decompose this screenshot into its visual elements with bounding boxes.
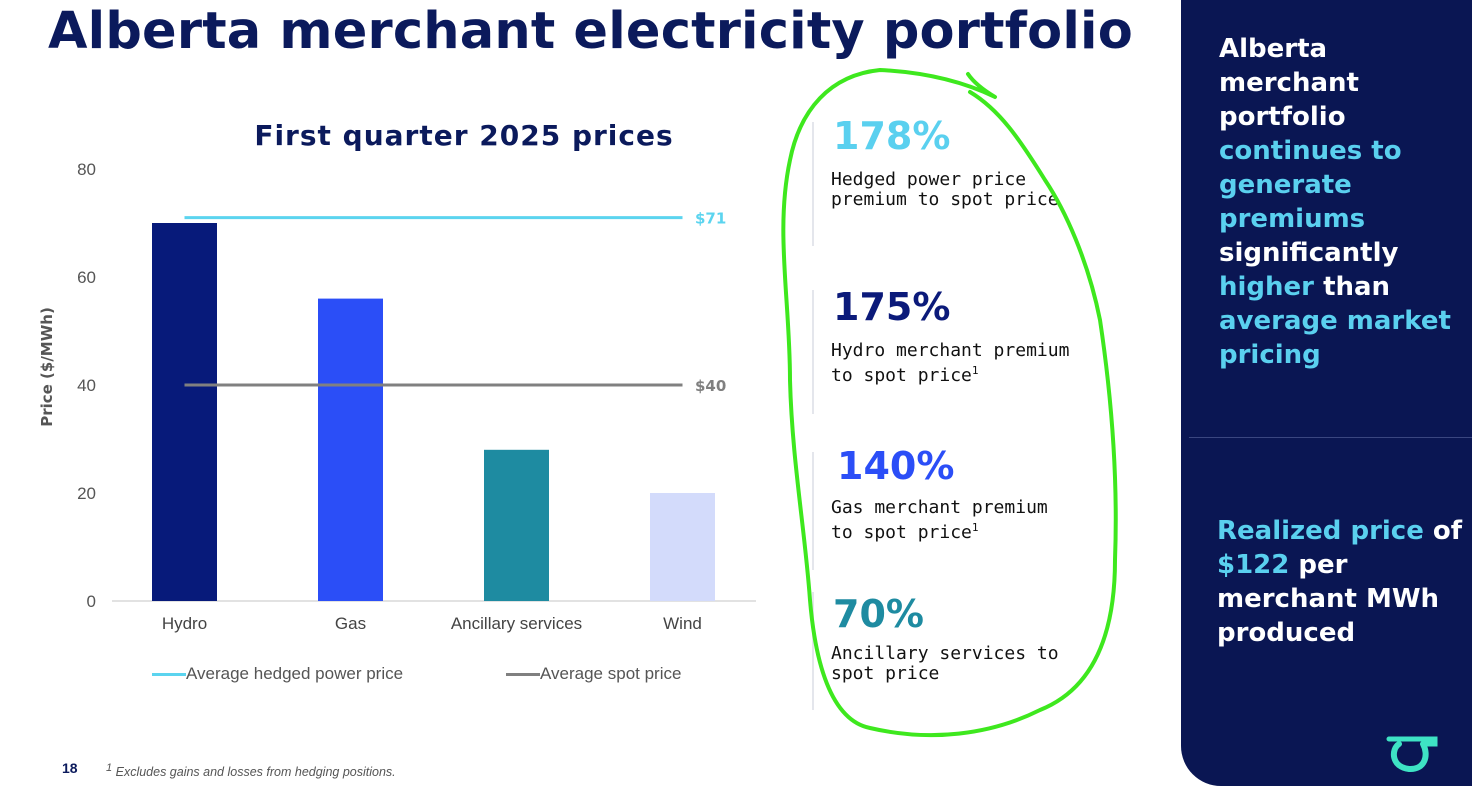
stat-rule [812,452,814,570]
y-tick-label: 80 [77,160,96,179]
legend-label-hedged: Average hedged power price [186,664,404,683]
stat-label: Hydro merchant premium to spot price [831,340,1070,386]
panel-text: per merchant MWh produced [1217,550,1440,648]
bar-hydro [152,223,217,601]
bar-ancillary-services [484,449,549,601]
footnote-ref: 1 [971,364,979,377]
bar-gas [318,298,383,601]
legend-swatch-hedged [152,672,186,676]
stat-label: Gas merchant premium to spot price [831,497,1048,543]
x-tick-label: Hydro [162,614,207,633]
x-tick-label: Wind [663,614,702,633]
y-tick-label: 60 [77,268,96,287]
legend-label-spot: Average spot price [540,664,682,683]
footnote-mark: 1 [106,762,113,774]
y-tick-label: 0 [87,592,96,611]
bar-wind [650,493,715,601]
company-logo-icon [1386,736,1438,772]
stat-value: 140% [837,444,955,488]
legend-swatch-spot [506,672,540,676]
hand-drawn-annotation [781,68,1118,738]
x-tick-label: Ancillary services [451,614,582,633]
stat-label: Hedged power price premium to spot price [831,169,1059,210]
footnote-ref: 1 [971,521,979,534]
page-number: 18 [62,760,78,776]
panel-summary-top: Alberta merchant portfolio continues to … [1219,32,1469,372]
stat-label: Ancillary services to spot price [831,643,1059,684]
stat-rule [812,592,814,710]
panel-text: significantly [1219,238,1399,268]
hand-drawn-circle [781,68,1118,738]
panel-text: Alberta merchant portfolio [1219,34,1359,132]
panel-highlight: continues to generate premiums [1219,136,1402,234]
ref-line-label: $71 [695,210,726,228]
panel-highlight: average market pricing [1219,306,1451,370]
panel-text: than [1323,272,1391,302]
stat-rule [812,290,814,414]
stat-value: 70% [833,592,924,636]
stat-hydro-premium: 175% Hydro merchant premium to spot pric… [813,285,1143,386]
stat-rule [812,122,814,246]
stat-value: 178% [833,114,951,158]
y-tick-label: 40 [77,376,96,395]
x-tick-label: Gas [335,614,366,633]
footnote: 1 Excludes gains and losses from hedging… [106,762,396,779]
bar-chart: First quarter 2025 prices Price ($/MWh) … [38,119,756,633]
footnote-text: Excludes gains and losses from hedging p… [115,765,396,780]
panel-highlight: higher [1219,272,1324,302]
stat-gas-premium: 140% Gas merchant premium to spot price1 [813,444,1143,543]
legend-item-spot: Average spot price [506,664,681,684]
panel-highlight: $122 [1217,550,1299,580]
stat-hedged-premium: 178% Hedged power price premium to spot … [813,114,1143,210]
stat-ancillary: 70% Ancillary services to spot price [813,592,1143,684]
chart-legend: Average hedged power price Average spot … [150,664,770,690]
ref-line-label: $40 [695,377,726,395]
panel-summary-bottom: Realized price of $122 per merchant MWh … [1217,514,1465,650]
panel-highlight: Realized price [1217,516,1433,546]
summary-panel: Alberta merchant portfolio continues to … [1181,0,1472,786]
chart-title: First quarter 2025 prices [254,119,673,152]
legend-item-hedged: Average hedged power price [152,664,403,684]
y-tick-label: 20 [77,484,96,503]
panel-divider [1189,437,1472,438]
panel-text: of [1432,516,1463,546]
stat-value: 175% [833,285,951,329]
page-title: Alberta merchant electricity portfolio [48,2,1133,61]
y-axis-label: Price ($/MWh) [38,307,56,427]
